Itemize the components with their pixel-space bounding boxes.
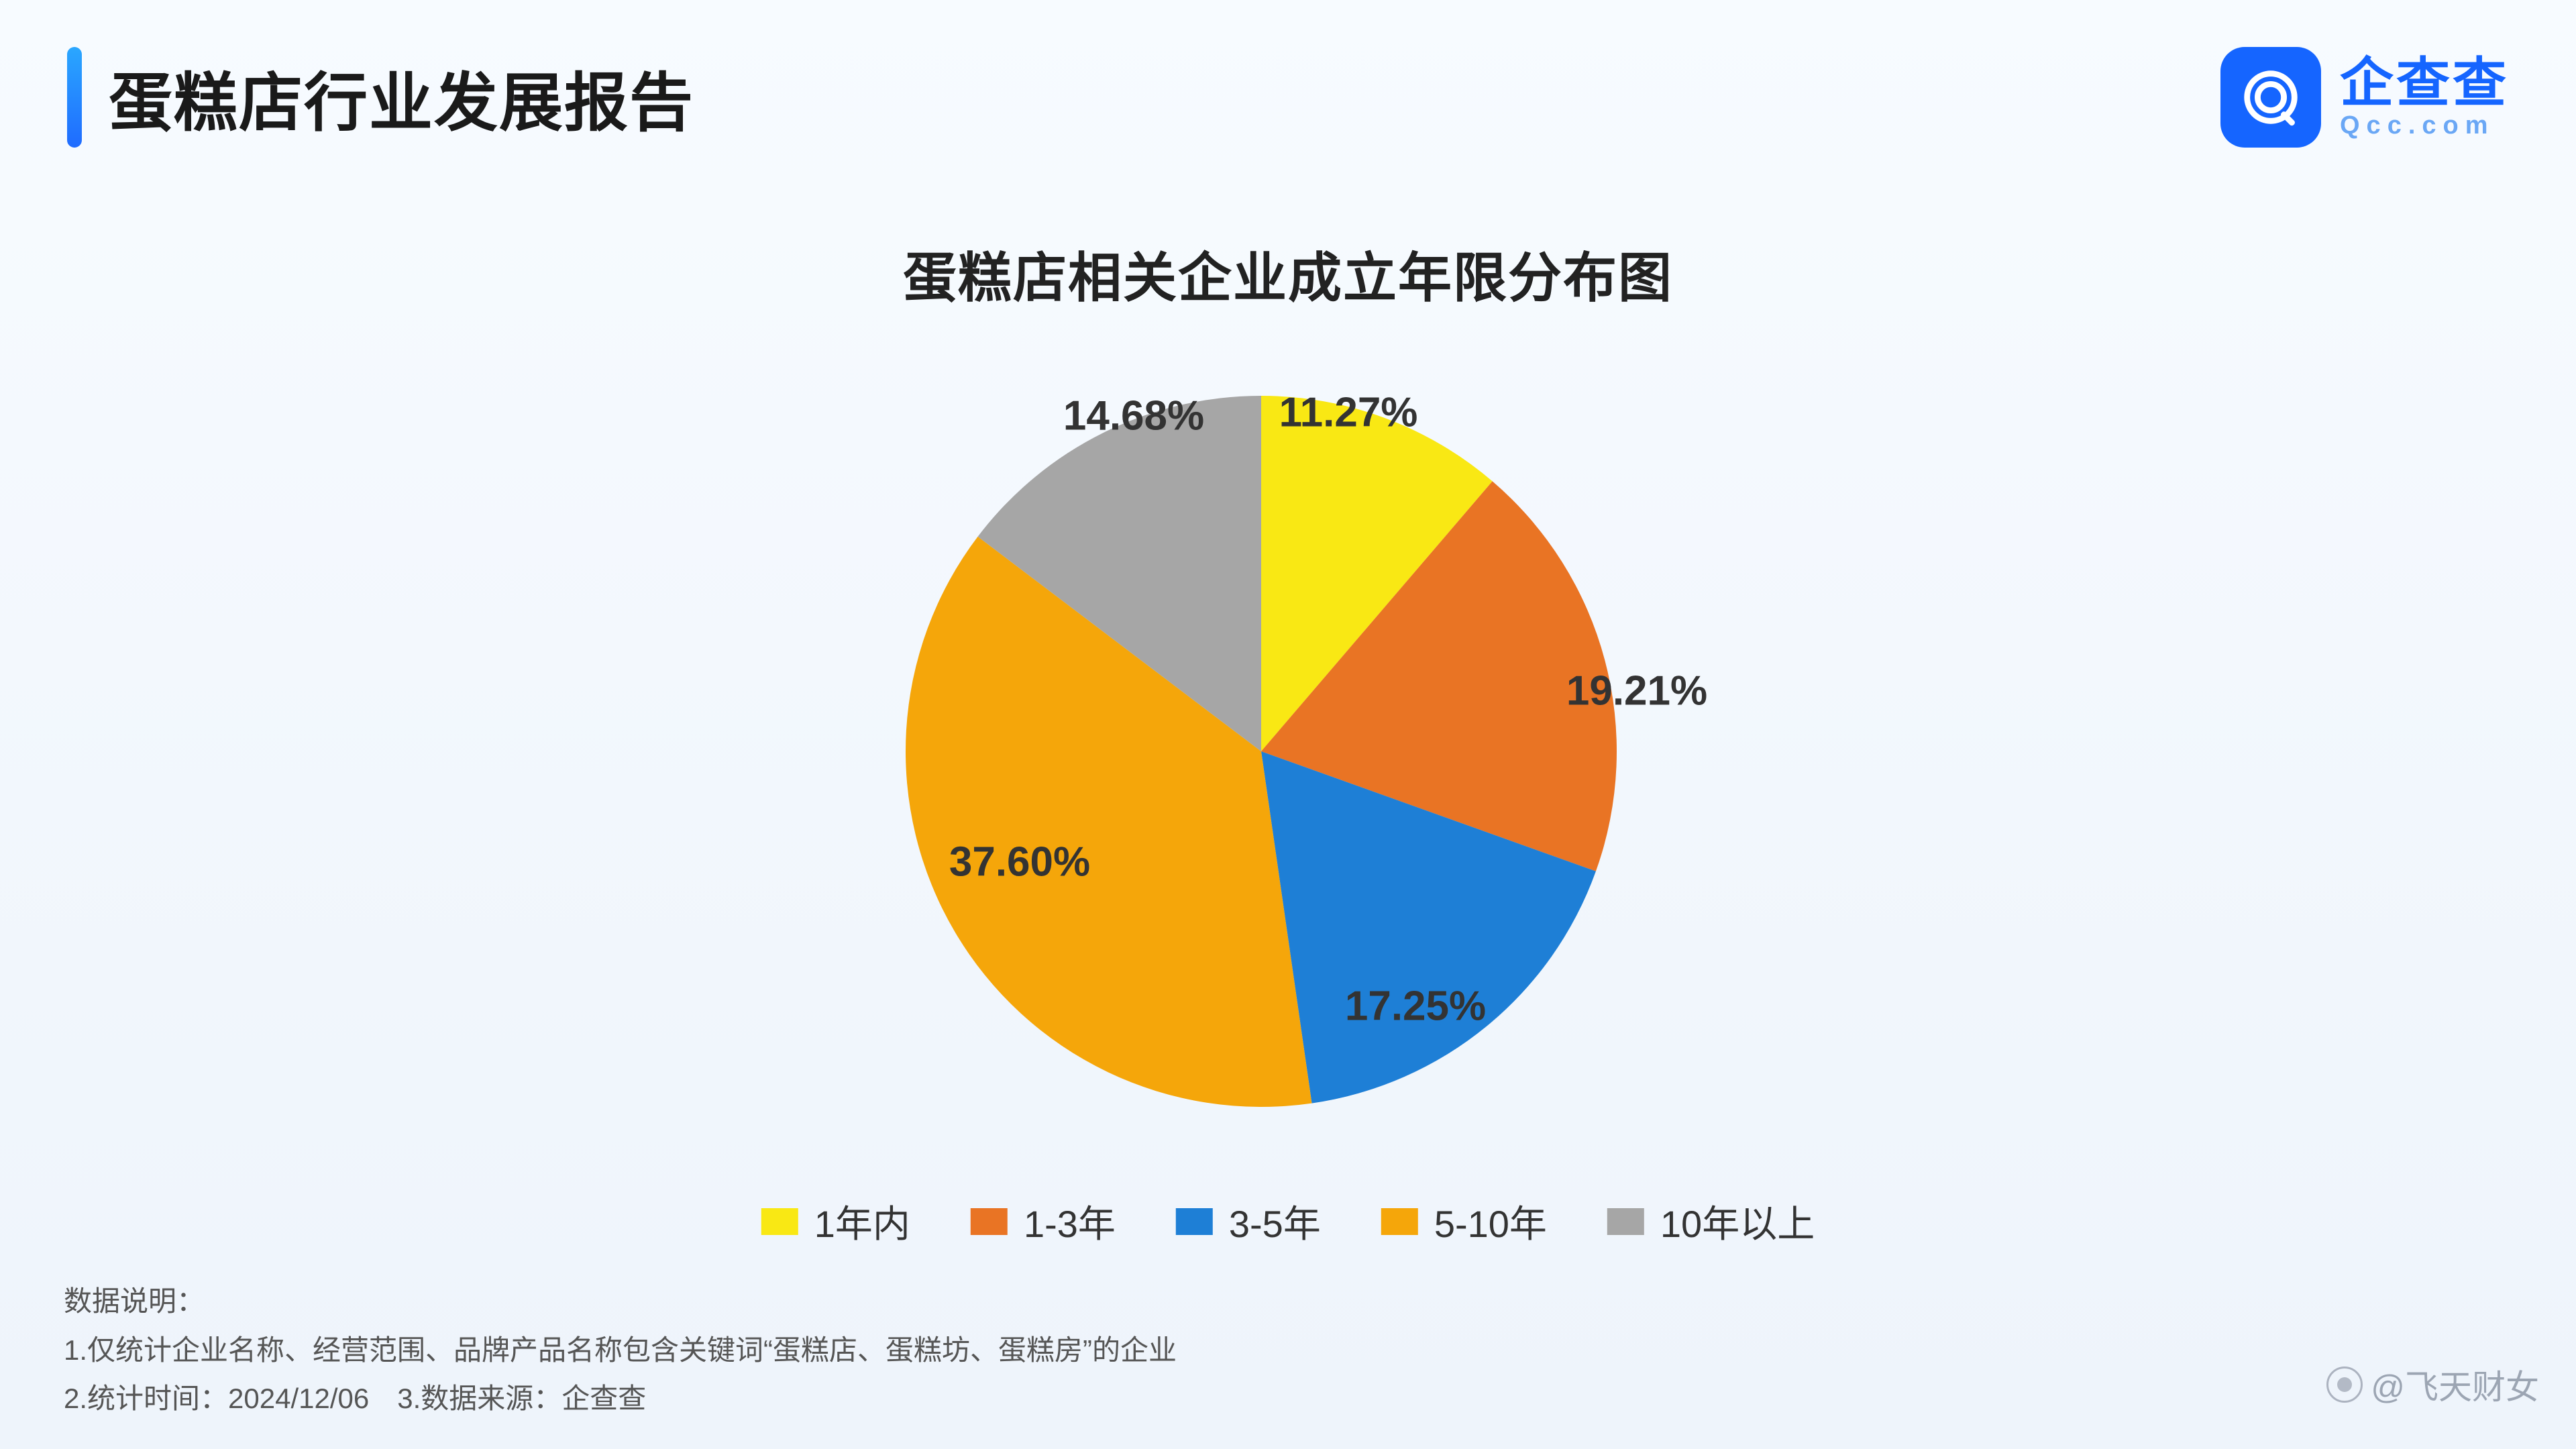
legend-item: 10年以上 xyxy=(1607,1194,1815,1248)
notes-heading: 数据说明： xyxy=(64,1277,1177,1325)
legend-item: 5-10年 xyxy=(1381,1194,1547,1248)
legend-swatch xyxy=(761,1208,798,1235)
title-accent-bar xyxy=(67,47,82,148)
pie-slice-label: 19.21% xyxy=(1566,667,1707,715)
legend-label: 1-3年 xyxy=(1024,1194,1116,1248)
watermark-text: @飞天财女 xyxy=(2371,1360,2539,1409)
brand-logo-icon xyxy=(2220,47,2321,148)
legend-item: 1-3年 xyxy=(971,1194,1116,1248)
legend-swatch xyxy=(971,1208,1008,1235)
legend-label: 3-5年 xyxy=(1229,1194,1321,1248)
watermark-avatar-icon xyxy=(2326,1366,2363,1403)
brand-text: 企查查 Qcc.com xyxy=(2340,55,2509,140)
legend-label: 1年内 xyxy=(814,1194,910,1248)
pie-chart: 11.27%19.21%17.25%37.60%14.68% xyxy=(885,349,1690,1154)
pie-slice-label: 11.27% xyxy=(1279,389,1418,437)
legend: 1年内 1-3年 3-5年 5-10年 10年以上 xyxy=(761,1194,1815,1248)
legend-swatch xyxy=(1607,1208,1644,1235)
page-title: 蛋糕店行业发展报告 xyxy=(109,52,694,144)
legend-swatch xyxy=(1381,1208,1418,1235)
notes-block: 数据说明： 1.仅统计企业名称、经营范围、品牌产品名称包含关键词“蛋糕店、蛋糕坊… xyxy=(64,1277,1177,1422)
notes-line: 2.统计时间：2024/12/06 3.数据来源：企查查 xyxy=(64,1375,1177,1422)
legend-label: 10年以上 xyxy=(1660,1194,1815,1248)
brand-block: 企查查 Qcc.com xyxy=(2220,47,2509,148)
page-root: 蛋糕店行业发展报告 企查查 Qcc.com 蛋糕店相关企业成立年限分布图 11.… xyxy=(0,0,2576,1449)
pie-slice-label: 37.60% xyxy=(949,839,1090,886)
notes-line: 1.仅统计企业名称、经营范围、品牌产品名称包含关键词“蛋糕店、蛋糕坊、蛋糕房”的… xyxy=(64,1326,1177,1374)
brand-name: 企查查 xyxy=(2340,55,2509,111)
legend-label: 5-10年 xyxy=(1434,1194,1547,1248)
legend-item: 1年内 xyxy=(761,1194,910,1248)
chart-title: 蛋糕店相关企业成立年限分布图 xyxy=(0,235,2576,313)
legend-swatch xyxy=(1176,1208,1213,1235)
brand-subtitle: Qcc.com xyxy=(2340,113,2509,140)
pie-slice-label: 17.25% xyxy=(1345,983,1486,1030)
watermark: @飞天财女 xyxy=(2326,1360,2539,1409)
pie-slice-label: 14.68% xyxy=(1063,392,1204,440)
legend-item: 3-5年 xyxy=(1176,1194,1321,1248)
title-wrap: 蛋糕店行业发展报告 xyxy=(67,47,694,148)
header: 蛋糕店行业发展报告 企查查 Qcc.com xyxy=(67,47,2509,148)
